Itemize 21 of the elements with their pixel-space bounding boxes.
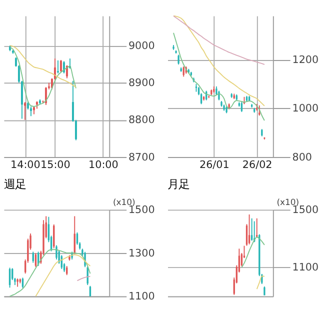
y-tick-label: 8800 <box>128 114 155 126</box>
chart-title: 週足 <box>4 178 26 192</box>
text: (x10) <box>276 197 300 207</box>
y-tick-label: 8700 <box>128 151 155 164</box>
y-tick-label: 1500 <box>292 204 319 216</box>
x-tick-label: 10:00 <box>88 158 118 171</box>
y-tick-label: 1100 <box>128 290 155 303</box>
x-tick-label: 15:00 <box>40 158 70 171</box>
chart-title: 月足 <box>168 178 190 192</box>
text: (x10) <box>112 197 136 207</box>
y-tick-label: 9000 <box>128 40 155 52</box>
y-tick-label: 8900 <box>128 76 155 89</box>
y-tick-label: 1200 <box>292 54 319 66</box>
y-tick-label: 1000 <box>292 102 319 115</box>
y-tick-label: 1300 <box>128 247 155 260</box>
y-tick-label: 800 <box>292 151 312 164</box>
x-tick-label: 14:00 <box>10 158 40 171</box>
x-tick-label: 26/02 <box>242 158 272 171</box>
x-tick-label: 26/01 <box>199 158 230 171</box>
y-tick-label: 1100 <box>292 262 319 274</box>
y-tick-label: 1500 <box>128 204 155 216</box>
